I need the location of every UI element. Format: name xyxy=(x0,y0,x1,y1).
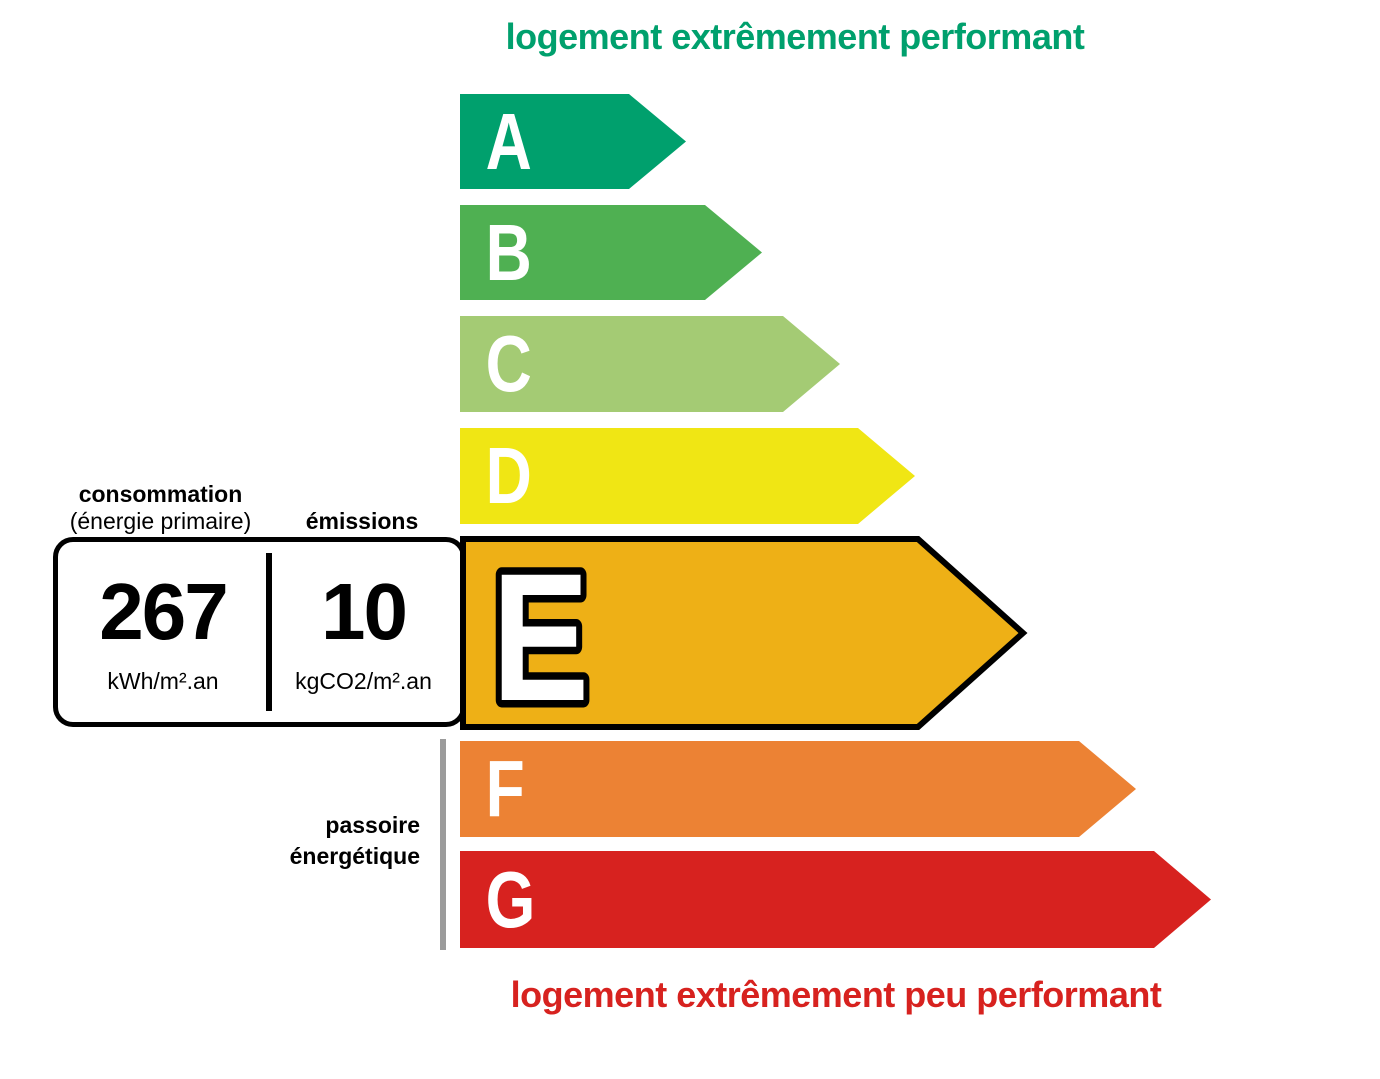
energy-class-g-letter: G xyxy=(485,854,536,944)
passoire-range-bar xyxy=(440,739,446,950)
energy-class-d-letter: D xyxy=(485,431,532,520)
energy-class-b-letter: B xyxy=(485,207,532,297)
consumption-unit: kWh/m².an xyxy=(107,668,219,694)
energy-class-a-letter: A xyxy=(485,96,532,186)
energy-class-g-arrow: G xyxy=(460,851,1211,948)
consumption-column: 267 kWh/m².an xyxy=(58,542,268,722)
energy-class-c-arrow: C xyxy=(460,316,840,412)
emissions-label: émissions xyxy=(305,508,419,534)
emissions-value: 10 xyxy=(321,567,408,656)
top-performance-title: logement extrêmement performant xyxy=(505,16,1085,57)
passoire-energetique-label: passoire énergétique xyxy=(280,810,420,872)
bottom-performance-title: logement extrêmement peu performant xyxy=(510,974,1162,1015)
consumption-label-line2: (énergie primaire) xyxy=(69,508,252,534)
emissions-unit: kgCO2/m².an xyxy=(295,668,432,694)
consumption-label: consommation (énergie primaire) xyxy=(53,481,268,535)
panel-divider xyxy=(266,553,272,711)
energy-class-f-letter: F xyxy=(485,744,525,833)
energy-class-b-arrow: B xyxy=(460,205,762,300)
consumption-label-line1: consommation xyxy=(78,481,243,507)
passoire-label-line1: passoire xyxy=(325,812,420,838)
energy-class-c-letter: C xyxy=(485,319,532,408)
consumption-value: 267 xyxy=(99,567,228,656)
rating-value-panel: 267 kWh/m².an 10 kgCO2/m².an xyxy=(53,537,466,727)
energy-class-f-arrow: F xyxy=(460,741,1136,837)
emissions-column: 10 kgCO2/m².an xyxy=(272,542,455,722)
energy-class-e-arrow: E xyxy=(460,534,1028,732)
energy-class-a-arrow: A xyxy=(460,94,686,189)
energy-class-e-letter: E xyxy=(492,535,589,732)
passoire-label-line2: énergétique xyxy=(289,843,420,869)
energy-class-e-arrow-shape xyxy=(460,536,1028,730)
energy-class-d-arrow: D xyxy=(460,428,915,524)
